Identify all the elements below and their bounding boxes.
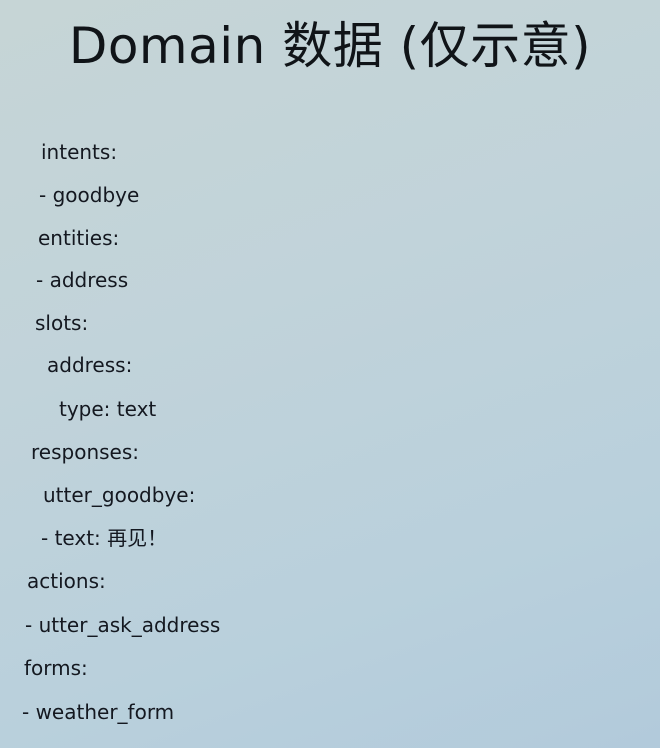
- code-line-address: - address: [36, 268, 129, 292]
- code-line-utter-ask-address: - utter_ask_address: [25, 613, 221, 637]
- code-line-slot-address: address:: [47, 353, 133, 377]
- code-line-text-zaijian: - text: 再见！: [41, 526, 168, 550]
- code-line-responses: responses:: [31, 440, 139, 464]
- code-line-weather-form: - weather_form: [22, 700, 175, 724]
- code-line-type-text: type: text: [59, 397, 157, 421]
- code-line-intents: intents:: [41, 140, 118, 164]
- code-line-goodbye: - goodbye: [39, 183, 140, 207]
- slide-title: Domain 数据 (仅示意): [68, 17, 592, 75]
- code-line-actions: actions:: [27, 569, 106, 593]
- code-line-forms: forms:: [24, 656, 88, 680]
- code-line-entities: entities:: [38, 226, 120, 250]
- code-line-utter-goodbye: utter_goodbye:: [43, 483, 196, 507]
- code-line-slots: slots:: [35, 311, 89, 335]
